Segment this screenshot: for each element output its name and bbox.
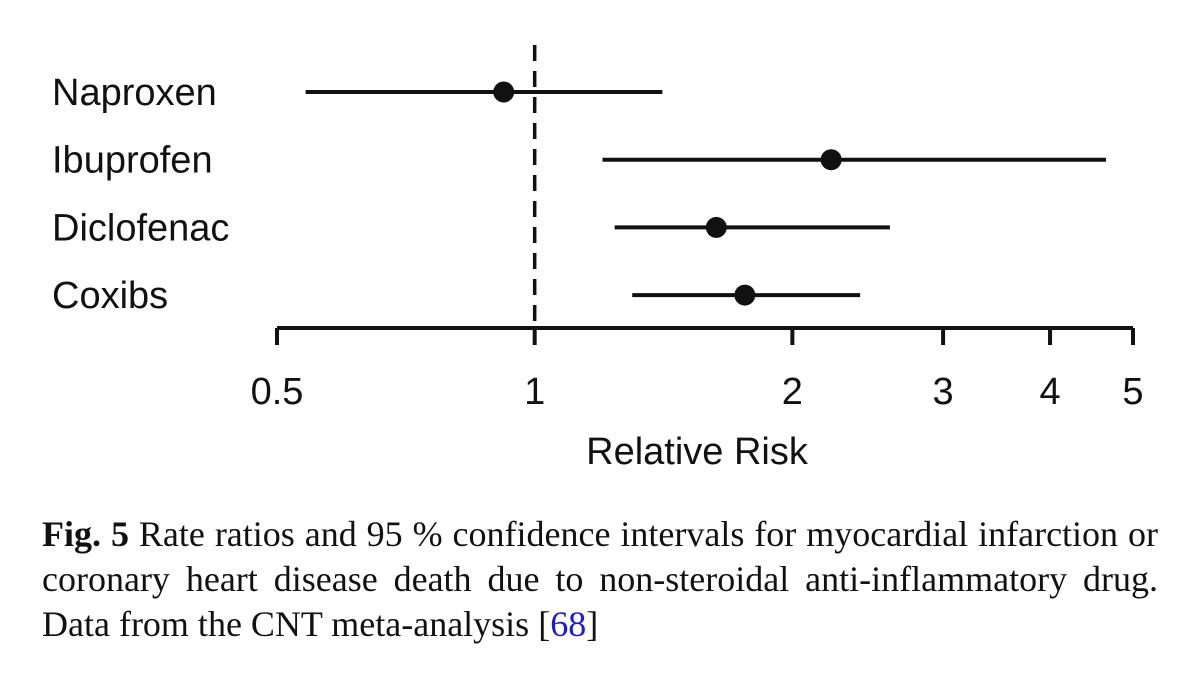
x-tick-label: 5 xyxy=(1122,371,1143,413)
x-tick-label: 1 xyxy=(524,371,545,413)
caption-text: Rate ratios and 95 % confidence interval… xyxy=(42,514,1158,644)
estimate-point xyxy=(705,216,727,238)
x-axis-title: Relative Risk xyxy=(586,431,809,473)
caption-ref-close: ] xyxy=(586,604,599,644)
forest-rows: Naproxen Ibuprofen Diclofenac Coxibs xyxy=(52,72,1107,317)
x-tick-label: 2 xyxy=(782,371,803,413)
row-label: Ibuprofen xyxy=(52,140,213,182)
figure-label: Fig. 5 xyxy=(42,514,129,554)
row-label: Naproxen xyxy=(52,72,217,114)
x-tick-label: 0.5 xyxy=(251,371,304,413)
forest-plot: Naproxen Ibuprofen Diclofenac Coxibs 0.5 1 2 3… xyxy=(52,45,1144,473)
estimate-point xyxy=(734,284,756,306)
x-tick-label: 3 xyxy=(933,371,954,413)
figure-caption: Fig. 5 Rate ratios and 95 % confidence i… xyxy=(42,512,1158,647)
estimate-point xyxy=(493,81,515,103)
x-tick-label: 4 xyxy=(1039,371,1060,413)
reference-link[interactable]: 68 xyxy=(550,604,587,644)
row-label: Diclofenac xyxy=(52,207,229,249)
caption-ref-open: [ xyxy=(538,604,551,644)
row-label: Coxibs xyxy=(52,275,168,317)
estimate-point xyxy=(820,149,842,171)
x-axis: 0.5 1 2 3 4 5 xyxy=(251,326,1144,413)
